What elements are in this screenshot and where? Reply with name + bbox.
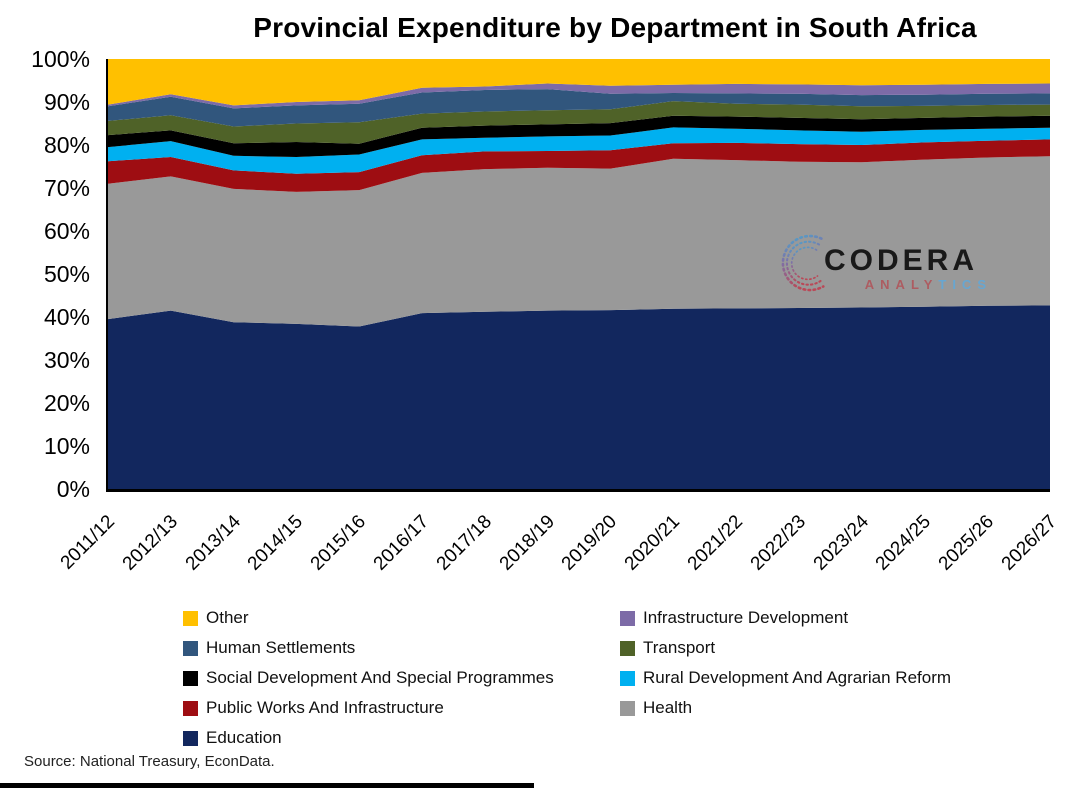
- codera-brand-text: CODERA: [824, 244, 979, 277]
- y-axis-label: 90%: [43, 89, 90, 115]
- legend-item-public-works-and-infrastructure: Public Works And Infrastructure: [183, 693, 613, 723]
- y-axis-label: 20%: [43, 390, 90, 416]
- legend-label: Transport: [643, 638, 716, 657]
- legend-item-infrastructure-development: Infrastructure Development: [620, 603, 1050, 633]
- stacked-area-svg: [108, 59, 1050, 489]
- legend-item-education: Education: [183, 723, 613, 753]
- legend-label: Public Works And Infrastructure: [206, 698, 444, 717]
- area-other: [108, 59, 1050, 106]
- legend-label: Health: [643, 698, 693, 717]
- legend-item-other: Other: [183, 603, 613, 633]
- area-transport: [108, 101, 1050, 144]
- analytics-text-red: ANALY: [864, 277, 939, 292]
- legend-label: Rural Development And Agrarian Reform: [643, 668, 952, 687]
- area-education: [108, 305, 1050, 489]
- y-axis-label: 0%: [56, 476, 90, 502]
- legend-swatch: [183, 730, 198, 746]
- bottom-bar: [0, 783, 534, 788]
- legend-item-transport: Transport: [620, 633, 1050, 663]
- area-health: [108, 156, 1050, 327]
- area-public-works-and-infrastructure: [108, 139, 1050, 192]
- legend-label: Infrastructure Development: [643, 608, 849, 627]
- analytics-text-blue: TICS: [938, 277, 992, 292]
- codera-wordmark: CODERA ANALYTICS: [824, 229, 994, 293]
- legend-label: Education: [206, 728, 282, 747]
- legend-swatch: [183, 700, 198, 716]
- y-axis-label: 10%: [43, 433, 90, 459]
- area-rural-development-and-agrarian-reform: [108, 127, 1050, 174]
- legend-swatch: [620, 610, 635, 626]
- y-axis-label: 40%: [43, 304, 90, 330]
- legend-label: Other: [206, 608, 249, 627]
- y-axis-label: 60%: [43, 218, 90, 244]
- y-axis-label: 70%: [43, 175, 90, 201]
- y-axis-label: 80%: [43, 132, 90, 158]
- legend-label: Human Settlements: [206, 638, 356, 657]
- legend-swatch: [183, 670, 198, 686]
- legend-swatch: [620, 640, 635, 656]
- legend-label: Social Development And Special Programme…: [206, 668, 554, 687]
- x-axis-label: 2011/12: [56, 511, 120, 574]
- plot-area: [106, 59, 1050, 492]
- codera-analytics-text: ANALYTICS: [824, 277, 994, 293]
- legend-item-health: Health: [620, 693, 1050, 723]
- legend-column-right: Infrastructure Development Transport Rural…: [620, 603, 1050, 723]
- legend-item-rural-development-and-agrarian-reform: Rural Development And Agrarian Reform: [620, 663, 1050, 693]
- legend-swatch: [620, 670, 635, 686]
- legend-swatch: [183, 640, 198, 656]
- y-axis-label: 50%: [43, 261, 90, 287]
- legend-swatch: [183, 610, 198, 626]
- legend-item-social-development-and-special-programmes: Social Development And Special Programme…: [183, 663, 613, 693]
- codera-logo-swirl-icon: [781, 234, 825, 292]
- y-axis-label: 100%: [31, 46, 90, 72]
- watermark: CODERA ANALYTICS: [780, 229, 995, 303]
- area-social-development-and-special-programmes: [108, 115, 1050, 157]
- source-note: Source: National Treasury, EconData.: [24, 753, 275, 770]
- area-infrastructure-development: [108, 83, 1050, 109]
- legend-item-human-settlements: Human Settlements: [183, 633, 613, 663]
- area-human-settlements: [108, 89, 1050, 127]
- legend-column-left: Other Human Settlements Social Development…: [183, 603, 613, 753]
- legend-swatch: [620, 700, 635, 716]
- chart-title: Provincial Expenditure by Department in …: [253, 12, 977, 43]
- y-axis-label: 30%: [43, 347, 90, 373]
